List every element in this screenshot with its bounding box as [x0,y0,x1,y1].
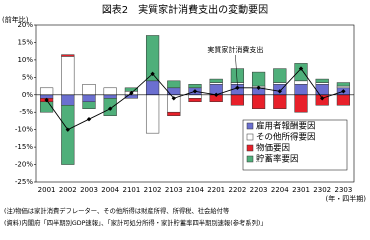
bar-segment [294,63,308,82]
bar-segment [82,94,96,103]
x-tick-label: 2204 [271,186,289,194]
line-marker [86,117,92,122]
line-label: 実質家計消費支出 [207,45,263,54]
bar-segment [230,68,245,83]
line-marker [235,85,240,90]
x-tick-label: 2004 [101,186,119,194]
legend-label: 貯蓄率要因 [256,154,299,165]
bar-segment [167,111,181,116]
y-tick-label: -15% [15,143,33,151]
y-tick-label: -20% [15,161,33,169]
bar-segment [251,71,266,87]
y-tick-label: -5% [19,108,33,116]
y-tick-label: 5% [22,73,33,81]
line-marker [192,89,198,94]
bar-segment [61,104,75,165]
legend-swatch [246,122,254,130]
x-tick-label: 2303 [334,186,352,194]
chart-title: 図表2 実質家計消費支出の変動要因 [102,3,268,16]
x-axis-label: (年・四半期) [326,194,367,203]
bar-segment [61,56,75,96]
x-tick-label: 2102 [144,186,162,194]
y-tick-label: -10% [15,126,33,134]
x-tick-label: 2203 [250,186,268,194]
bar-segment [315,84,329,96]
legend-swatch [246,144,254,152]
x-tick-label: 2103 [165,186,183,194]
bar-segment [315,78,329,83]
x-tick-label: 2101 [122,186,140,194]
legend-swatch [246,133,254,141]
bar-segment [39,94,54,99]
bar-segment [230,94,245,106]
line-marker [298,66,304,71]
bar-segment [209,82,223,85]
line-marker [277,89,282,94]
bar-segment [336,82,351,87]
line-marker [129,90,134,96]
bar-segment [167,80,181,89]
bar-segment [273,82,287,85]
x-tick-label: 2003 [80,186,98,194]
x-tick-label: 2202 [228,186,246,194]
legend-swatch [246,155,254,163]
y-tick-label: 15% [17,38,33,46]
line-marker [65,127,70,132]
bar-segment [273,68,287,83]
x-tick-label: 2002 [59,186,77,194]
bar-segment [273,94,287,109]
note: (資料)内閣府「四半期別GDP速報」、「家計可処分所得・家計貯蓄率四半期別速報(… [4,218,267,227]
bar-segment [294,94,308,113]
bar-segment [294,84,308,96]
bar-segment [61,54,75,57]
bar-segment [336,94,351,106]
bar-segment [39,87,54,96]
bar-segment [145,35,160,82]
line-marker [44,97,49,103]
annotation-leader [235,54,238,86]
line-marker [150,71,155,77]
x-tick-label: 2302 [313,186,331,194]
x-tick-label: 2001 [38,186,56,194]
bar-segment [315,82,329,85]
bar-segment [188,98,202,103]
y-tick-label: -25% [15,178,33,186]
y-tick-label: 10% [17,56,33,64]
bar-segment [103,87,117,96]
bar-segment [103,94,117,99]
bar-segment [82,101,96,109]
y-tick-label: 0% [22,91,33,99]
y-axis-label: (前年比) [2,15,29,24]
bar-segment [145,94,160,134]
x-tick-label: 2201 [207,186,225,194]
bar-segment [188,84,202,89]
line-marker [171,96,176,101]
note: (注)物価は家計消費デフレーター、その他所得は財産所得、所得税、社会給付等 [4,206,230,215]
bar-segment [145,80,160,96]
legend-label: 物価要因 [256,143,290,154]
line-marker [108,106,113,111]
bar-segment [82,84,96,96]
line-marker [256,85,261,90]
line-marker [214,92,219,97]
bar-segment [336,85,351,89]
bar-segment [251,94,266,109]
line-marker [341,89,346,94]
line-marker [320,96,325,101]
legend-label: その他所得要因 [256,132,316,143]
legend-label: 雇用者報酬要因 [256,121,316,132]
y-tick-label: 20% [17,21,33,29]
x-tick-label: 2301 [292,186,310,194]
x-tick-label: 2104 [186,186,204,194]
bar-segment [188,94,202,99]
plot-frame [35,24,355,183]
bar-segment [209,78,223,83]
legend-box [242,119,348,171]
bar-segment [294,80,308,85]
bar-segment [61,94,75,106]
